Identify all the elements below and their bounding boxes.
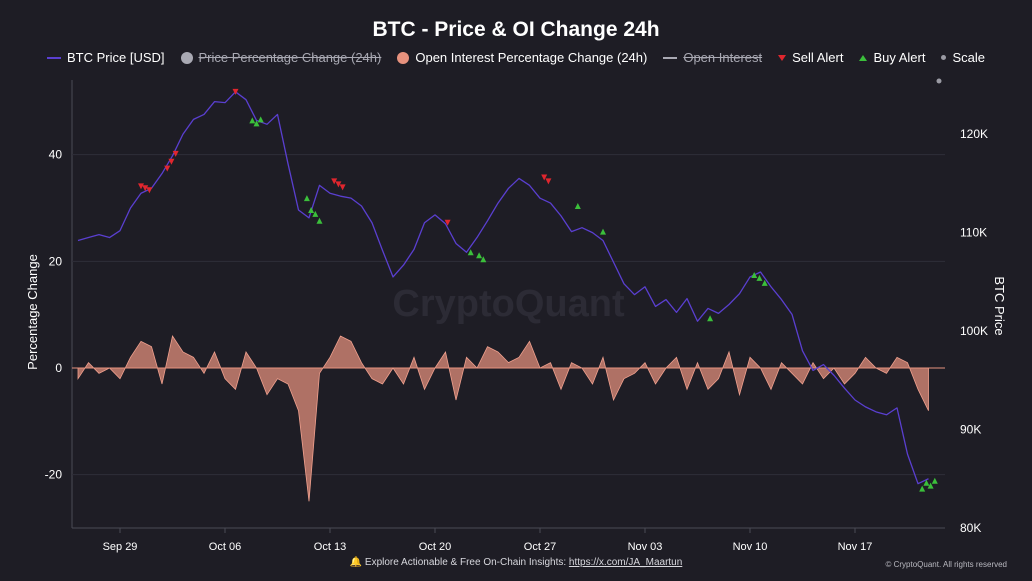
x-tick-label: Sep 29	[103, 541, 138, 553]
buy-alert-marker	[480, 256, 487, 263]
buy-alert-marker	[476, 252, 483, 259]
y2-tick-label: 120K	[960, 127, 988, 141]
buy-alert-marker	[308, 206, 315, 213]
oi-change-area	[77, 334, 929, 502]
buy-alert-marker	[923, 479, 930, 486]
sell-alert-marker	[331, 178, 338, 185]
buy-alert-marker	[303, 195, 310, 202]
legend-item[interactable]: Buy Alert	[859, 50, 925, 65]
legend-item[interactable]: BTC Price [USD]	[47, 50, 165, 65]
x-tick-label: Oct 20	[419, 541, 451, 553]
y2-tick-label: 100K	[960, 324, 988, 338]
sell-alert-marker	[142, 185, 149, 192]
x-tick-label: Nov 03	[628, 541, 663, 553]
legend-item[interactable]: Open Interest	[663, 50, 762, 65]
y-tick-label: 20	[49, 254, 63, 268]
sell-alert-marker	[339, 184, 346, 191]
y-tick-label: -20	[45, 468, 63, 482]
legend-label: Sell Alert	[792, 50, 844, 65]
y-axis-title: Percentage Change	[25, 254, 40, 370]
footer: 🔔 Explore Actionable & Free On-Chain Ins…	[0, 557, 1032, 568]
buy-alert-marker	[927, 482, 934, 489]
sell-alert-marker	[168, 158, 175, 165]
x-tick-label: Oct 27	[524, 541, 556, 553]
buy-alert-marker	[931, 477, 938, 484]
buy-alert-marker	[316, 217, 323, 224]
y2-axis-title: BTC Price	[992, 276, 1007, 335]
y2-tick-label: 80K	[960, 521, 981, 535]
buy-alert-marker	[751, 271, 758, 278]
legend-label: Open Interest	[683, 50, 763, 65]
x-tick-label: Nov 10	[733, 541, 768, 553]
legend-label: Open Interest Percentage Change (24h)	[415, 50, 648, 65]
sell-alert-marker	[545, 178, 552, 185]
buy-alert-marker	[574, 203, 581, 210]
buy-alert-marker	[312, 210, 319, 217]
buy-alert-marker	[249, 117, 256, 124]
btc-price-line	[77, 91, 929, 485]
buy-alert-marker	[761, 279, 768, 286]
y2-tick-label: 90K	[960, 423, 981, 437]
sell-alert-marker	[172, 150, 179, 157]
legend-line-swatch	[47, 56, 61, 59]
x-tick-label: Oct 06	[209, 541, 241, 553]
y-tick-label: 40	[49, 148, 63, 162]
buy-alert-marker	[257, 116, 264, 123]
legend-small-dot-swatch	[941, 55, 947, 60]
footer-text: Explore Actionable & Free On-Chain Insig…	[364, 557, 569, 568]
legend-triangle-swatch	[859, 54, 868, 61]
buy-alert-marker	[253, 120, 260, 127]
buy-alert-marker	[707, 315, 714, 322]
x-tick-label: Oct 13	[314, 541, 346, 553]
sell-alert-marker	[146, 187, 153, 194]
watermark: CryptoQuant	[392, 283, 625, 325]
buy-alert-marker	[600, 228, 606, 235]
legend-dot-swatch	[180, 51, 193, 64]
sell-alert-marker	[232, 88, 239, 95]
buy-alert-marker	[756, 274, 763, 281]
sell-alert-marker	[335, 181, 342, 188]
y2-tick-label: 110K	[960, 226, 987, 240]
legend-label: Buy Alert	[873, 50, 926, 65]
bell-icon: 🔔	[349, 557, 363, 568]
copyright-credit: © CryptoQuant. All rights reserved	[885, 560, 1008, 569]
x-tick-label: Nov 17	[838, 541, 873, 553]
chart-title: BTC - Price & OI Change 24h	[372, 18, 660, 41]
sell-alert-marker	[164, 165, 171, 172]
legend-dot-swatch	[397, 51, 410, 64]
scale-marker	[936, 78, 942, 84]
legend-label: Scale	[952, 50, 985, 65]
legend-item[interactable]: Open Interest Percentage Change (24h)	[397, 50, 647, 65]
footer-link[interactable]: https://x.com/JA_Maartun	[568, 557, 683, 568]
legend: BTC Price [USD] Price Percentage Change (…	[0, 50, 1032, 65]
sell-alert-marker	[541, 174, 548, 181]
sell-alert-marker	[138, 183, 144, 190]
legend-item[interactable]: Price Percentage Change (24h)	[180, 50, 382, 65]
triangle-down-icon	[778, 54, 787, 61]
legend-label: Price Percentage Change (24h)	[198, 50, 382, 65]
y-tick-label: 0	[55, 361, 62, 375]
legend-item[interactable]: Scale	[941, 50, 985, 65]
triangle-up-icon	[859, 54, 868, 61]
legend-item[interactable]: Sell Alert	[778, 50, 843, 65]
buy-alert-marker	[919, 485, 926, 492]
legend-line-swatch	[663, 56, 678, 59]
legend-label: BTC Price [USD]	[67, 50, 165, 65]
legend-triangle-swatch	[778, 54, 787, 61]
sell-alert-marker	[444, 219, 451, 226]
buy-alert-marker	[467, 249, 474, 256]
